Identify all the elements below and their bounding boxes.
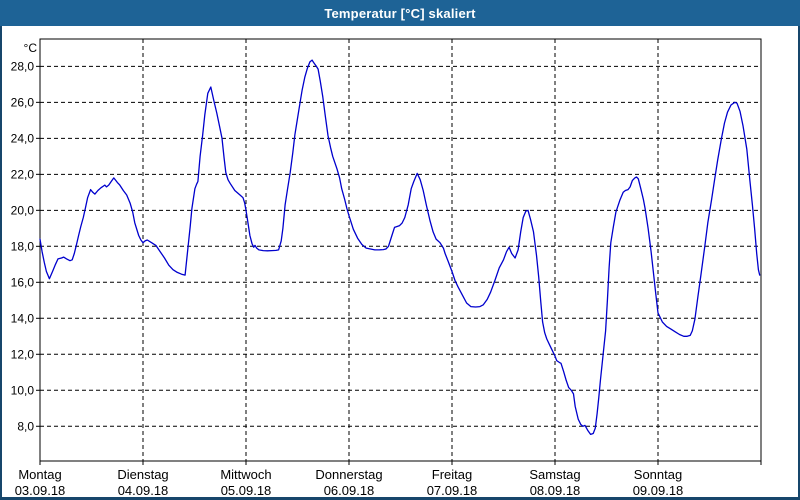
x-axis-day-label: Sonntag: [634, 467, 682, 482]
y-axis-label: 22,0: [11, 167, 35, 181]
x-axis-day-label: Mittwoch: [220, 467, 271, 482]
plot-border: [39, 38, 762, 462]
y-axis-label: 20,0: [11, 203, 35, 217]
x-axis-day-label: Montag: [18, 467, 61, 482]
x-axis-date-label: 04.09.18: [118, 483, 169, 498]
y-axis-label: 16,0: [11, 275, 35, 289]
title-bar: Temperatur [°C] skaliert: [0, 0, 800, 26]
x-axis-date-label: 08.09.18: [530, 483, 581, 498]
x-axis-date-label: 06.09.18: [324, 483, 375, 498]
y-axis-label: 10,0: [11, 383, 35, 397]
y-axis-unit-label: °C: [24, 41, 38, 55]
x-axis-date-label: 03.09.18: [15, 483, 66, 498]
y-axis-label: 8,0: [17, 419, 34, 433]
y-axis-label: 18,0: [11, 239, 35, 253]
temperature-line: [39, 59, 761, 436]
x-axis-date-label: 09.09.18: [633, 483, 684, 498]
x-axis-date-label: 05.09.18: [221, 483, 272, 498]
x-axis-day-label: Donnerstag: [315, 467, 382, 482]
window-title: Temperatur [°C] skaliert: [324, 5, 476, 21]
y-axis-label: 14,0: [11, 311, 35, 325]
x-axis-date-label: 07.09.18: [427, 483, 478, 498]
x-axis-day-label: Samstag: [529, 467, 580, 482]
x-axis-day-label: Dienstag: [117, 467, 168, 482]
chart-frame: [0, 26, 800, 500]
x-axis-day-label: Freitag: [432, 467, 472, 482]
y-axis-label: 24,0: [11, 131, 35, 145]
y-axis-label: 12,0: [11, 347, 35, 361]
y-axis-label: 26,0: [11, 95, 35, 109]
y-axis-label: 28,0: [11, 59, 35, 73]
